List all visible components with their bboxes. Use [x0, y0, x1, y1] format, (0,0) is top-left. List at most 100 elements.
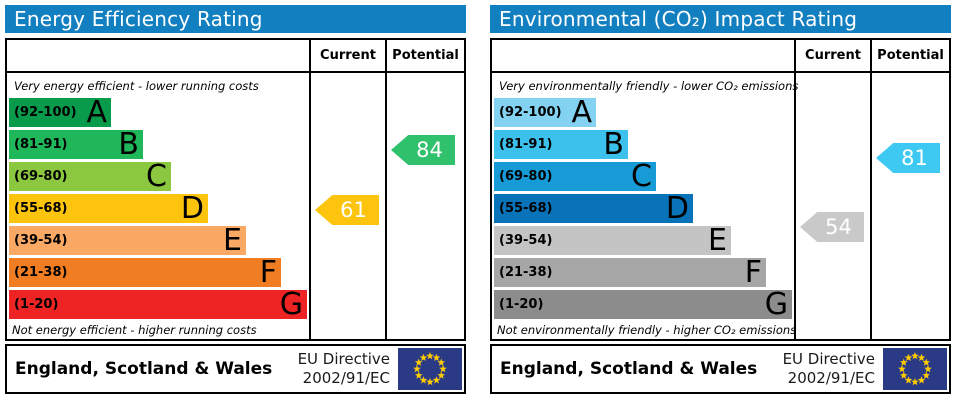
band-row: (1-20) G — [9, 287, 309, 322]
current-column-header: Current — [796, 40, 870, 73]
chart-column-header — [7, 40, 309, 73]
eu-directive-label: EU Directive 2002/91/EC — [298, 350, 398, 388]
region-label: England, Scotland & Wales — [15, 359, 273, 379]
eu-directive-line1: EU Directive — [782, 350, 875, 369]
band-row: (21-38) F — [494, 255, 794, 290]
potential-rating-value: 81 — [901, 146, 928, 170]
band-bar-e: (39-54) E — [494, 223, 731, 258]
current-column-header: Current — [311, 40, 385, 73]
band-bar-e: (39-54) E — [9, 223, 246, 258]
band-letter: E — [708, 223, 727, 258]
band-letter: B — [118, 127, 139, 162]
current-rating-value: 54 — [825, 215, 852, 239]
band-bar-g: (1-20) G — [494, 287, 792, 322]
band-bar-c: (69-80) C — [9, 159, 171, 194]
band-letter: C — [146, 159, 167, 194]
rating-table: Very environmentally friendly - lower CO… — [490, 38, 951, 341]
band-bar-g: (1-20) G — [9, 287, 307, 322]
environmental-impact-panel: Environmental (CO₂) Impact Rating Very e… — [490, 5, 951, 394]
band-row: (55-68) D — [9, 191, 309, 226]
chart-column-header — [492, 40, 794, 73]
band-bar-c: (69-80) C — [494, 159, 656, 194]
band-range: (81-91) — [499, 137, 553, 152]
eu-directive-line2: 2002/91/EC — [302, 369, 390, 387]
band-letter: C — [631, 159, 652, 194]
top-note: Very energy efficient - lower running co… — [14, 79, 259, 93]
potential-column: Potential 84 — [385, 40, 464, 339]
band-row: (69-80) C — [9, 159, 309, 194]
band-letter: E — [223, 223, 242, 258]
band-row: (92-100) A — [9, 95, 309, 130]
band-row: (39-54) E — [494, 223, 794, 258]
chart-area: Very energy efficient - lower running co… — [7, 73, 309, 339]
band-bar-b: (81-91) B — [494, 127, 628, 162]
band-range: (21-38) — [499, 265, 553, 280]
band-row: (1-20) G — [494, 287, 794, 322]
band-letter: F — [744, 255, 762, 290]
current-rating-arrow: 61 — [315, 195, 379, 225]
band-letter: D — [665, 191, 689, 226]
band-letter: A — [86, 95, 107, 130]
potential-rating-arrow: 81 — [876, 143, 940, 173]
eu-flag — [398, 348, 462, 390]
panel-title: Environmental (CO₂) Impact Rating — [490, 5, 951, 33]
band-letter: D — [180, 191, 204, 226]
current-column: Current 61 — [309, 40, 385, 339]
band-range: (69-80) — [14, 169, 68, 184]
potential-column-body: 84 — [387, 73, 464, 339]
current-column-body: 61 — [311, 73, 385, 339]
chart-area: Very environmentally friendly - lower CO… — [492, 73, 799, 339]
band-bar-f: (21-38) F — [494, 255, 766, 290]
region-label: England, Scotland & Wales — [500, 359, 758, 379]
top-note: Very environmentally friendly - lower CO… — [499, 79, 799, 93]
band-row: (69-80) C — [494, 159, 794, 194]
panel-footer: England, Scotland & Wales EU Directive 2… — [490, 344, 951, 394]
bottom-note: Not energy efficient - higher running co… — [12, 323, 257, 337]
current-rating-value: 61 — [340, 198, 367, 222]
potential-rating-arrow: 84 — [391, 135, 455, 165]
band-range: (1-20) — [14, 297, 59, 312]
band-bar-b: (81-91) B — [9, 127, 143, 162]
band-bar-d: (55-68) D — [9, 191, 208, 226]
potential-column-body: 81 — [872, 73, 949, 339]
band-row: (81-91) B — [494, 127, 794, 162]
band-bar-d: (55-68) D — [494, 191, 693, 226]
band-letter: A — [571, 95, 592, 130]
band-letter: G — [764, 287, 788, 322]
band-range: (39-54) — [14, 233, 68, 248]
band-row: (21-38) F — [9, 255, 309, 290]
current-column-body: 54 — [796, 73, 870, 339]
eu-directive-label: EU Directive 2002/91/EC — [783, 350, 883, 388]
bottom-note: Not environmentally friendly - higher CO… — [497, 323, 797, 337]
band-bar-f: (21-38) F — [9, 255, 281, 290]
potential-column-header: Potential — [387, 40, 464, 73]
band-row: (81-91) B — [9, 127, 309, 162]
eu-directive-line1: EU Directive — [297, 350, 390, 369]
chart-column: Very environmentally friendly - lower CO… — [492, 40, 799, 339]
band-range: (69-80) — [499, 169, 553, 184]
potential-column: Potential 81 — [870, 40, 949, 339]
chart-column: Very energy efficient - lower running co… — [7, 40, 309, 339]
band-row: (39-54) E — [9, 223, 309, 258]
current-column: Current 54 — [794, 40, 870, 339]
band-range: (55-68) — [499, 201, 553, 216]
potential-rating-value: 84 — [416, 138, 443, 162]
band-letter: B — [603, 127, 624, 162]
band-row: (92-100) A — [494, 95, 794, 130]
rating-table: Very energy efficient - lower running co… — [5, 38, 466, 341]
band-range: (81-91) — [14, 137, 68, 152]
band-bar-a: (92-100) A — [494, 95, 596, 130]
band-range: (92-100) — [14, 105, 77, 120]
energy-efficiency-panel: Energy Efficiency Rating Very energy eff… — [5, 5, 466, 394]
eu-directive-line2: 2002/91/EC — [787, 369, 875, 387]
band-range: (1-20) — [499, 297, 544, 312]
panel-footer: England, Scotland & Wales EU Directive 2… — [5, 344, 466, 394]
potential-column-header: Potential — [872, 40, 949, 73]
band-range: (55-68) — [14, 201, 68, 216]
eu-flag — [883, 348, 947, 390]
band-range: (21-38) — [14, 265, 68, 280]
band-letter: F — [259, 255, 277, 290]
current-rating-arrow: 54 — [800, 212, 864, 242]
panel-title: Energy Efficiency Rating — [5, 5, 466, 33]
band-letter: G — [279, 287, 303, 322]
